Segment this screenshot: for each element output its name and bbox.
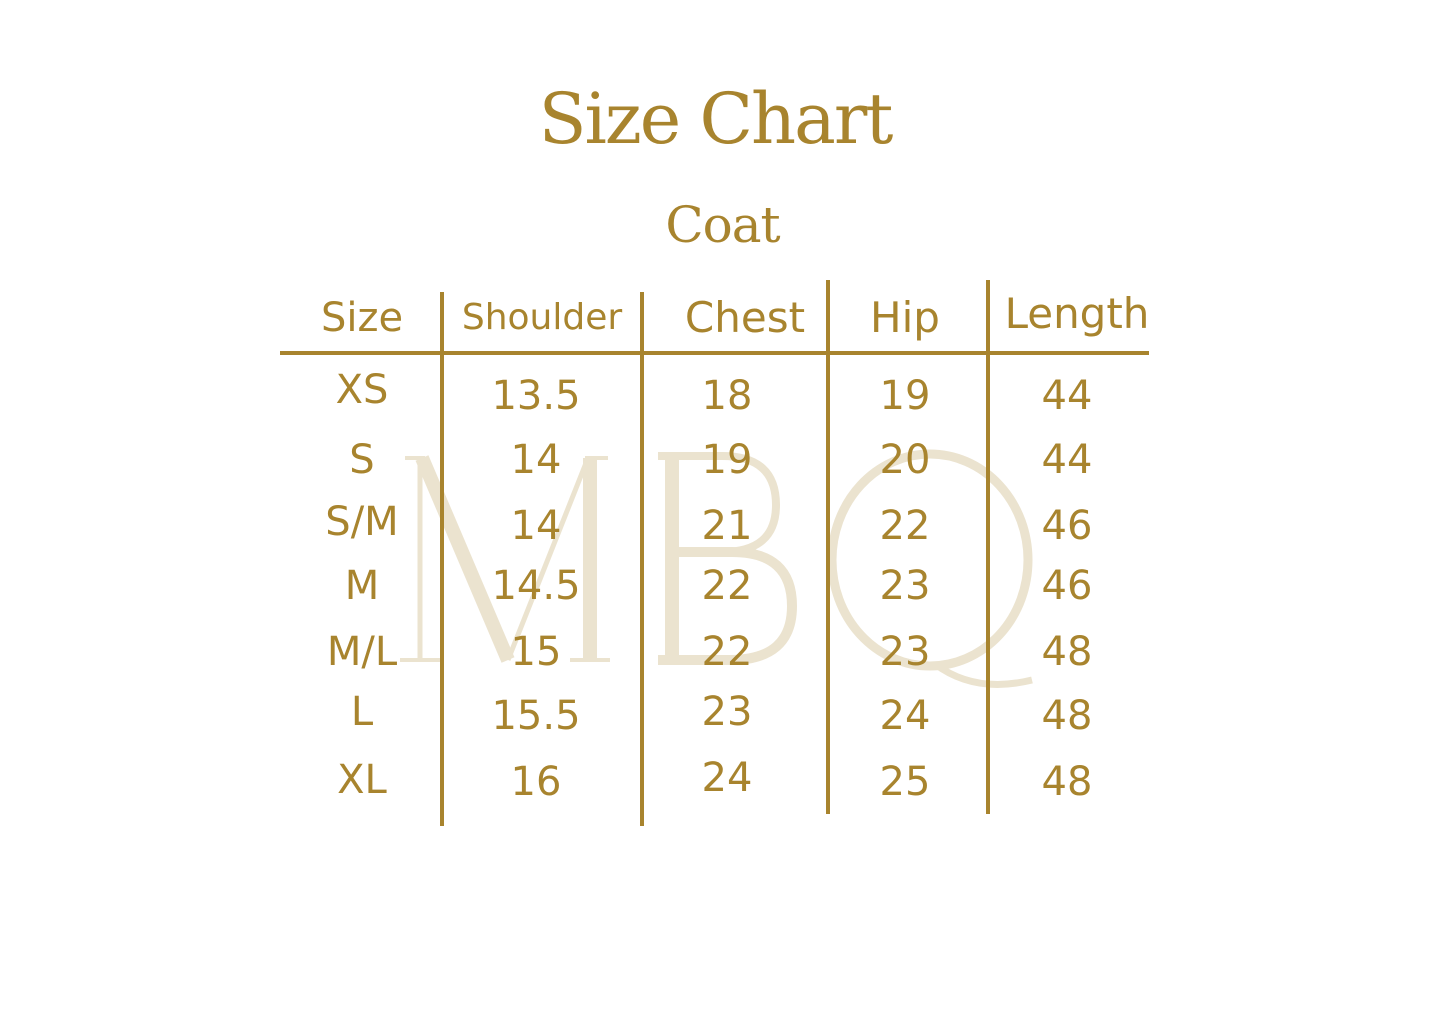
column-divider — [986, 280, 990, 814]
table-cell: 23 — [879, 563, 931, 609]
table-cell: 44 — [1041, 373, 1093, 419]
table-cell: 21 — [701, 503, 753, 549]
column-header: Hip — [870, 293, 940, 342]
column-divider — [440, 292, 444, 826]
table-cell: 14 — [510, 437, 562, 483]
page-title: Size Chart — [538, 78, 894, 160]
column-divider — [826, 280, 830, 814]
page-subtitle: Coat — [665, 196, 780, 254]
table-cell: 14 — [510, 503, 562, 549]
table-cell: 46 — [1041, 563, 1093, 609]
table-cell: 22 — [879, 503, 931, 549]
table-cell: S — [349, 437, 375, 483]
table-cell: 19 — [879, 373, 931, 419]
table-cell: 48 — [1041, 693, 1093, 739]
table-cell: 20 — [879, 437, 931, 483]
table-cell: 44 — [1041, 437, 1093, 483]
header-divider — [280, 351, 1149, 355]
table-cell: M/L — [326, 629, 398, 675]
column-header: Length — [1004, 289, 1150, 338]
table-cell: 22 — [701, 629, 753, 675]
table-cell: 22 — [701, 563, 753, 609]
table-cell: S/M — [325, 499, 399, 545]
table-cell: 48 — [1041, 629, 1093, 675]
table-cell: XL — [337, 757, 387, 803]
column-header: Shoulder — [461, 297, 623, 338]
table-cell: 48 — [1041, 759, 1093, 805]
table-cell: 14.5 — [491, 563, 581, 609]
column-header: Size — [320, 295, 404, 341]
table-cell: XS — [335, 367, 389, 413]
table-cell: M — [344, 563, 380, 609]
column-header: Chest — [684, 293, 806, 342]
table-cell: 23 — [879, 629, 931, 675]
table-cell: 13.5 — [491, 373, 581, 419]
table-cell: 23 — [701, 689, 753, 735]
table-cell: 24 — [701, 755, 753, 801]
table-cell: 15.5 — [491, 693, 581, 739]
table-cell: 46 — [1041, 503, 1093, 549]
table-cell: 24 — [879, 693, 931, 739]
table-cell: 15 — [510, 629, 562, 675]
table-cell: 18 — [701, 373, 753, 419]
table-cell: 25 — [879, 759, 931, 805]
table-cell: 16 — [510, 759, 562, 805]
column-divider — [640, 292, 644, 826]
table-cell: 19 — [701, 437, 753, 483]
table-cell: L — [350, 689, 374, 735]
